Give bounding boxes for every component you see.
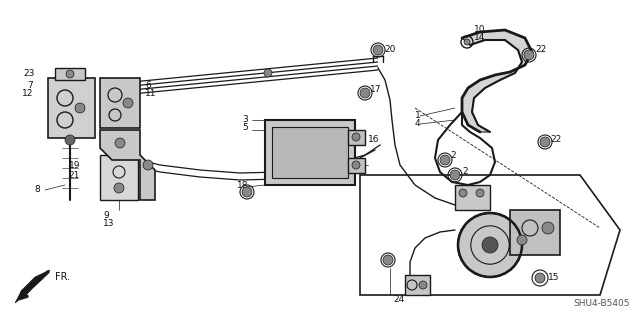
Text: 14: 14	[474, 33, 485, 42]
Circle shape	[373, 45, 383, 55]
Circle shape	[458, 213, 522, 277]
Polygon shape	[272, 127, 348, 178]
Circle shape	[242, 187, 252, 197]
Polygon shape	[100, 78, 140, 128]
Text: 1: 1	[415, 110, 420, 120]
Text: 22: 22	[535, 46, 547, 55]
Text: 22: 22	[550, 136, 561, 145]
Circle shape	[360, 88, 370, 98]
Text: 17: 17	[370, 85, 381, 94]
Polygon shape	[100, 155, 138, 200]
Text: SHU4-B5405: SHU4-B5405	[573, 299, 630, 308]
Circle shape	[517, 235, 527, 245]
Text: 7: 7	[28, 80, 33, 90]
Circle shape	[450, 170, 460, 180]
Polygon shape	[15, 270, 50, 303]
Text: 16: 16	[368, 136, 380, 145]
Circle shape	[540, 137, 550, 147]
Polygon shape	[265, 120, 355, 185]
Bar	[510, 210, 560, 255]
Circle shape	[352, 161, 360, 169]
Text: 9: 9	[103, 211, 109, 219]
Circle shape	[524, 50, 534, 60]
Text: 13: 13	[103, 219, 115, 227]
Text: 19: 19	[68, 160, 80, 169]
Circle shape	[75, 103, 85, 113]
Polygon shape	[48, 78, 95, 138]
Text: 23: 23	[24, 70, 35, 78]
Text: 5: 5	[243, 123, 248, 132]
Polygon shape	[55, 68, 85, 80]
Text: 15: 15	[548, 273, 559, 283]
Circle shape	[66, 70, 74, 78]
Circle shape	[115, 138, 125, 148]
Circle shape	[535, 273, 545, 283]
Polygon shape	[462, 30, 532, 132]
Circle shape	[542, 222, 554, 234]
Text: 10: 10	[474, 26, 486, 34]
Circle shape	[459, 189, 467, 197]
Text: 24: 24	[393, 295, 404, 305]
Text: 4: 4	[415, 118, 420, 128]
Polygon shape	[100, 130, 155, 200]
Text: 3: 3	[243, 115, 248, 124]
Text: 8: 8	[35, 186, 40, 195]
Circle shape	[114, 183, 124, 193]
Text: 2: 2	[450, 151, 456, 160]
Text: 6: 6	[145, 80, 151, 90]
Polygon shape	[348, 158, 365, 173]
Circle shape	[419, 281, 427, 289]
Text: 12: 12	[22, 88, 33, 98]
Circle shape	[143, 160, 153, 170]
Polygon shape	[348, 130, 365, 145]
Text: FR.: FR.	[55, 272, 70, 282]
Circle shape	[464, 39, 470, 45]
Circle shape	[440, 155, 450, 165]
Text: 11: 11	[145, 88, 157, 98]
Circle shape	[65, 135, 75, 145]
Circle shape	[476, 189, 484, 197]
Circle shape	[352, 133, 360, 141]
Circle shape	[482, 237, 498, 253]
Circle shape	[123, 98, 133, 108]
Circle shape	[264, 69, 272, 77]
Polygon shape	[405, 275, 430, 295]
Text: 2: 2	[462, 167, 468, 176]
Text: 18: 18	[237, 181, 248, 189]
Text: 21: 21	[68, 170, 80, 180]
Bar	[455, 185, 490, 210]
Text: 20: 20	[384, 44, 396, 54]
Circle shape	[383, 255, 393, 265]
